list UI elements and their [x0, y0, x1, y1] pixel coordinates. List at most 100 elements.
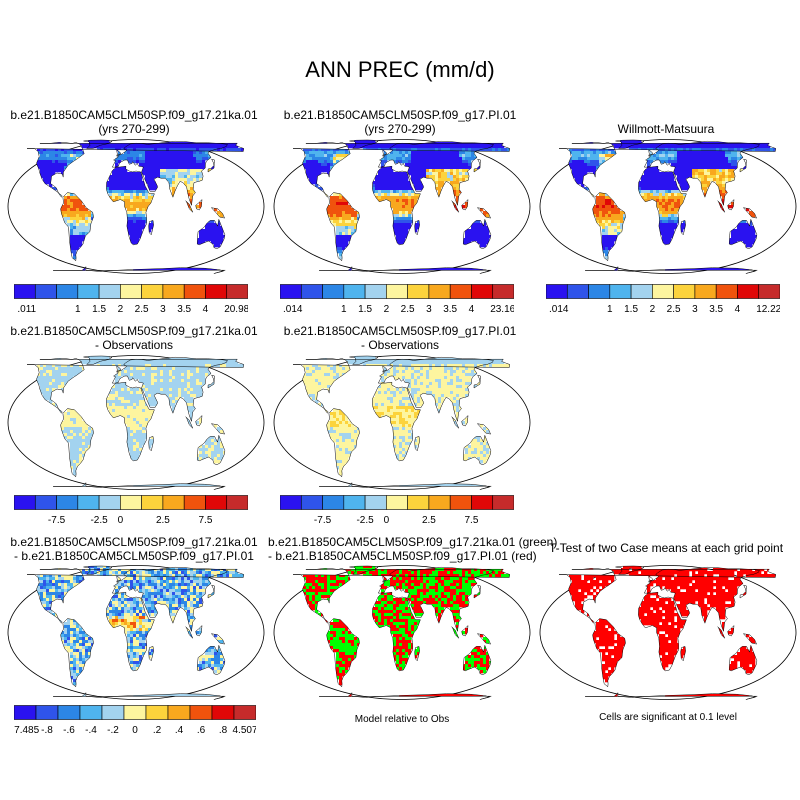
- coastline-2: [377, 566, 494, 632]
- coastline-11: [727, 198, 735, 211]
- coastline-12: [210, 207, 226, 219]
- colorbar-tick-label: 2.5: [156, 515, 170, 525]
- colorbar-tick-label: 1: [607, 304, 613, 314]
- colorbar-swatch: [407, 495, 430, 510]
- coastline-7: [148, 220, 154, 236]
- coastline-10: [451, 626, 460, 639]
- colorbar-tick-label: 2.5: [667, 304, 681, 314]
- panel-title-line2: - Observations: [94, 338, 174, 352]
- colorbar-tick-label: 4: [469, 304, 475, 314]
- coastline-8: [207, 374, 215, 389]
- coastline-1: [326, 408, 360, 478]
- colorbar-swatch: [233, 705, 256, 720]
- colorbar-tick-label: 0: [118, 515, 124, 525]
- coastline-7: [414, 220, 420, 236]
- coastline-9: [381, 575, 388, 582]
- colorbar-swatch: [183, 495, 206, 510]
- colorbar-tick-label: .014: [283, 304, 303, 314]
- colorbar-swatch: [280, 284, 302, 299]
- coastline-8: [207, 158, 215, 173]
- colorbar-swatch: [471, 495, 494, 510]
- colorbar-tick-label: 3: [426, 304, 432, 314]
- colorbar-swatch: [449, 495, 472, 510]
- colorbar-swatch: [280, 495, 302, 510]
- panel-title-observations: Willmott-Matsuura: [534, 122, 798, 136]
- map-observations: [539, 139, 797, 274]
- coastline-8: [739, 584, 747, 599]
- colorbar-tick-label: .011: [17, 304, 36, 314]
- coastline-4: [196, 434, 226, 465]
- map-case-pi: [273, 139, 531, 274]
- colorbar-tick-label: 4: [735, 304, 741, 314]
- colorbar-tick-label: 3: [160, 304, 166, 314]
- coastline-1: [60, 192, 94, 262]
- colorbar-tick-label: 2.5: [422, 515, 436, 525]
- colorbar-tick-label: .8: [219, 725, 228, 735]
- panel-title-case-difference: b.e21.B1850CAM5CLM50SP.f09_g17.21ka.01 -…: [2, 535, 266, 563]
- colorbar-tick-label: 2.5: [135, 304, 149, 314]
- colorbar-swatch: [120, 284, 142, 299]
- coastline-2: [377, 356, 494, 422]
- coastline-12: [210, 633, 226, 645]
- colorbar-swatch: [141, 284, 164, 299]
- coastline-3: [638, 165, 687, 246]
- coastline-0: [558, 142, 777, 198]
- colorbar-swatch: [14, 705, 37, 720]
- colorbar-tick-label: 3.5: [443, 304, 457, 314]
- colorbar-swatch: [428, 284, 451, 299]
- coastline-5: [349, 565, 379, 575]
- colorbar-tick-label: .4: [175, 725, 184, 735]
- colorbar-swatch: [322, 284, 345, 299]
- coastline-6: [53, 481, 226, 490]
- coastline-12: [476, 633, 492, 645]
- panel-title-line1: Willmott-Matsuura: [617, 122, 715, 136]
- colorbar-swatch: [428, 495, 451, 510]
- coastline-11: [195, 198, 203, 211]
- colorbar-swatch: [226, 284, 248, 299]
- coastline-3: [106, 591, 155, 672]
- coastline-10: [185, 416, 194, 429]
- panel-title-ttest: T-Test of two Case means at each grid po…: [534, 541, 798, 555]
- colorbar-swatch: [694, 284, 717, 299]
- colorbar-swatch: [758, 284, 780, 299]
- panel-title-line1: b.e21.B1850CAM5CLM50SP.f09_g17.21ka.01: [10, 108, 258, 122]
- colorbar-tick-label: 1.5: [358, 304, 372, 314]
- colorbar-swatch: [123, 705, 147, 720]
- colorbar-case-pi: .014 1 1.5 2 2.5 3 3.5 4 23.167: [280, 284, 514, 314]
- coastline-3: [106, 381, 155, 462]
- coastline-4: [196, 644, 226, 675]
- coastline-4: [462, 218, 492, 249]
- colorbar-tick-label: 1.5: [92, 304, 106, 314]
- colorbar-swatch: [566, 284, 589, 299]
- colorbar-tick-label: 3.5: [177, 304, 191, 314]
- caption-relative-to-obs: Model relative to Obs: [354, 714, 450, 725]
- panel-title-line1: b.e21.B1850CAM5CLM50SP.f09_g17.21ka.01 (…: [268, 535, 558, 549]
- colorbar-tick-label: 2: [650, 304, 656, 314]
- coastline-1: [326, 618, 360, 688]
- coastline-8: [739, 158, 747, 173]
- colorbar-swatch: [386, 284, 408, 299]
- colorbar-tick-label: 23.167: [490, 304, 514, 314]
- map-ttest: [539, 565, 797, 700]
- colorbar-tick-label: -7.5: [314, 515, 332, 525]
- colorbar-swatch: [77, 495, 100, 510]
- colorbar-tick-label: 12.227: [756, 304, 780, 314]
- colorbar-swatch: [205, 495, 228, 510]
- colorbar-swatch: [471, 284, 494, 299]
- colorbar-swatch: [588, 284, 611, 299]
- map-case-21ka: [7, 139, 265, 274]
- coastline-10: [451, 416, 460, 429]
- colorbar-swatch: [14, 495, 36, 510]
- colorbar-swatch: [34, 495, 57, 510]
- coastline-7: [680, 220, 686, 236]
- coastline-0: [292, 358, 511, 414]
- panel-title-case-pi: b.e21.B1850CAM5CLM50SP.f09_g17.PI.01 (yr…: [268, 108, 532, 136]
- coastline-9: [381, 149, 388, 156]
- coastline-0: [292, 142, 511, 198]
- colorbar-swatch: [162, 495, 185, 510]
- coastline-2: [111, 356, 228, 422]
- coastline-8: [473, 584, 481, 599]
- panel-title-line2: - Observations: [360, 338, 440, 352]
- colorbar-swatch: [407, 284, 430, 299]
- colorbar-tick-label: -2.5: [90, 515, 108, 525]
